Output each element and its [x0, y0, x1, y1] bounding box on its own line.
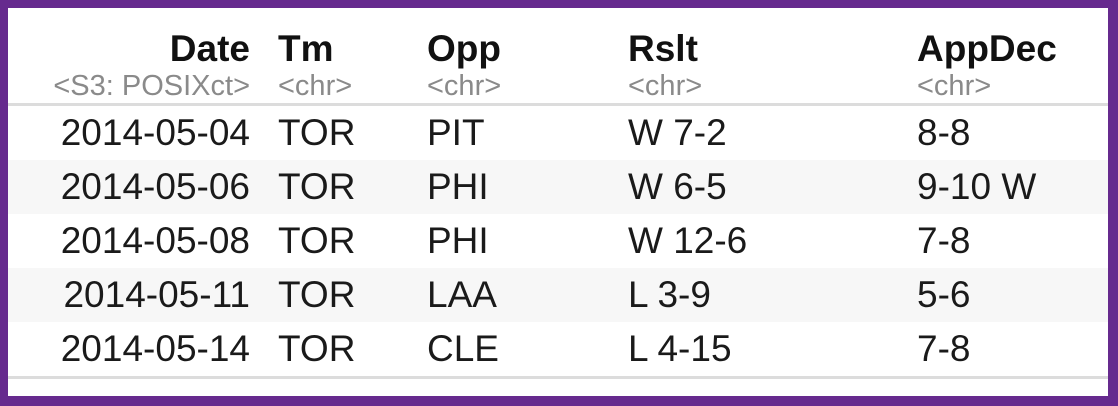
column-type: <chr>: [278, 70, 353, 102]
table-row: 2014-05-04 TOR PIT W 7-2 8-8: [8, 105, 1108, 161]
cell-date: 2014-05-06: [60, 166, 250, 207]
table-body: 2014-05-04 TOR PIT W 7-2 8-8 2014-05-06 …: [8, 105, 1108, 379]
cell-date: 2014-05-14: [8, 322, 278, 379]
column-type: <chr>: [917, 70, 992, 102]
column-type: <chr>: [427, 70, 502, 102]
cell-tm: TOR: [278, 322, 427, 379]
column-header-tm: Tm <chr>: [278, 8, 427, 106]
cell-date: 2014-05-11: [63, 274, 250, 315]
cell-date: 2014-05-04: [60, 112, 250, 153]
column-name: Rslt: [628, 28, 698, 69]
table-row: 2014-05-08 TOR PHI W 12-6 7-8: [8, 214, 1108, 268]
cell-rslt: L 3-9: [628, 274, 711, 315]
table-header: Date <S3: POSIXct> Tm <chr> Opp <chr> Rs…: [8, 8, 1108, 106]
column-name: Opp: [427, 28, 501, 69]
header-row: Date <S3: POSIXct> Tm <chr> Opp <chr> Rs…: [8, 8, 1108, 106]
cell-rslt: W 12-6: [628, 220, 748, 261]
table-row: 2014-05-14 TOR CLE L 4-15 7-8: [8, 322, 1108, 379]
column-name: Date: [169, 28, 250, 69]
cell-opp: PIT: [427, 112, 485, 153]
cell-opp: LAA: [427, 274, 497, 315]
cell-opp: CLE: [427, 322, 628, 379]
cell-appdec: 8-8: [917, 112, 971, 153]
table-row: 2014-05-06 TOR PHI W 6-5 9-10 W: [8, 160, 1108, 214]
cell-opp: PHI: [427, 220, 489, 261]
column-name: AppDec: [917, 28, 1057, 69]
cell-rslt: W 6-5: [628, 166, 727, 207]
cell-rslt: L 4-15: [628, 322, 917, 379]
cell-appdec: 7-8: [917, 220, 971, 261]
column-header-opp: Opp <chr>: [427, 8, 628, 106]
cell-tm: TOR: [278, 112, 356, 153]
column-header-appdec: AppDec <chr>: [917, 8, 1108, 106]
cell-tm: TOR: [278, 166, 356, 207]
column-header-rslt: Rslt <chr>: [628, 8, 917, 106]
cell-date: 2014-05-08: [60, 220, 250, 261]
column-type: <S3: POSIXct>: [53, 70, 250, 102]
cell-tm: TOR: [278, 220, 356, 261]
column-name: Tm: [278, 28, 334, 69]
cell-tm: TOR: [278, 274, 356, 315]
column-header-date: Date <S3: POSIXct>: [8, 8, 278, 106]
cell-appdec: 9-10 W: [917, 166, 1037, 207]
cell-rslt: W 7-2: [628, 112, 727, 153]
data-table: Date <S3: POSIXct> Tm <chr> Opp <chr> Rs…: [8, 8, 1108, 379]
cell-appdec: 7-8: [917, 322, 1108, 379]
cell-appdec: 5-6: [917, 274, 971, 315]
table-row: 2014-05-11 TOR LAA L 3-9 5-6: [8, 268, 1108, 322]
cell-opp: PHI: [427, 166, 489, 207]
column-type: <chr>: [628, 70, 703, 102]
